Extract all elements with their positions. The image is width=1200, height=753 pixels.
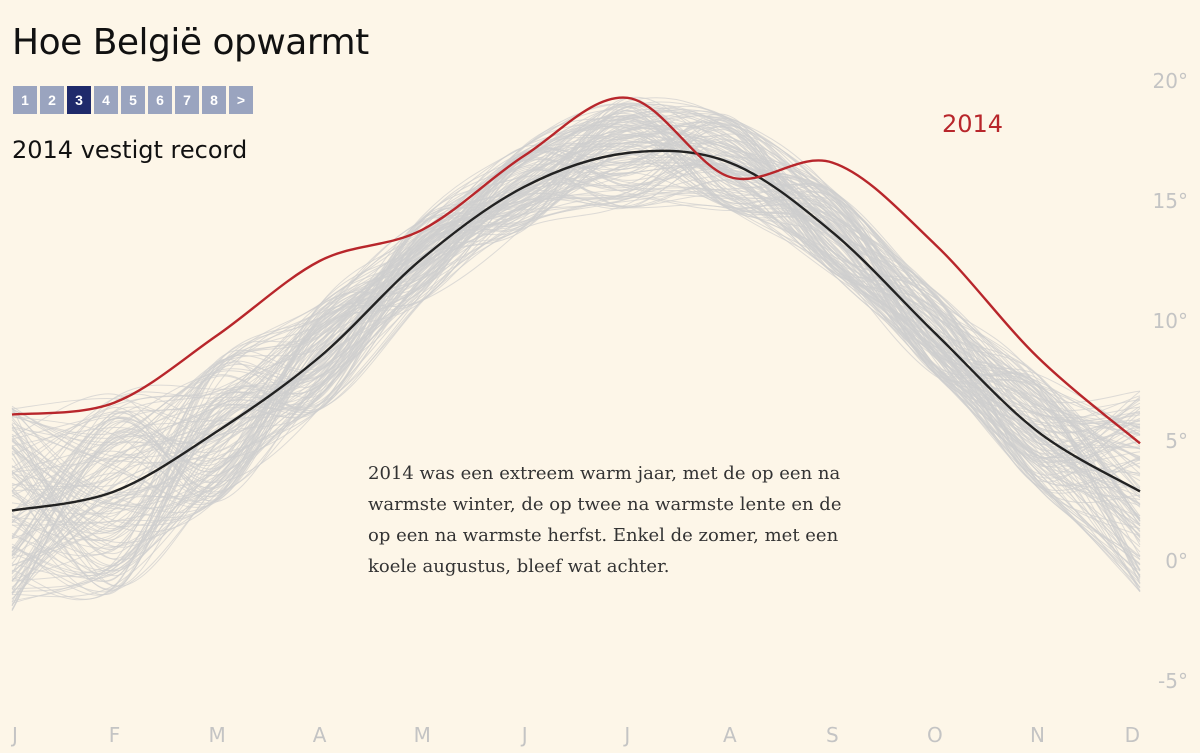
history-year-line — [11, 125, 1141, 533]
history-year-line — [11, 123, 1141, 593]
pager-button-1[interactable]: 1 — [13, 86, 37, 114]
y-tick-label: 20° — [1153, 69, 1188, 93]
step-subtitle: 2014 vestigt record — [12, 136, 248, 164]
y-tick-label: 15° — [1153, 189, 1188, 213]
history-year-line — [11, 157, 1141, 553]
history-year-line — [11, 142, 1141, 578]
y-tick-label: -5° — [1158, 669, 1188, 693]
y-tick-label: 5° — [1165, 429, 1188, 453]
history-year-line — [11, 115, 1141, 606]
history-year-line — [11, 102, 1141, 580]
x-tick-label: O — [927, 723, 943, 747]
history-year-line — [11, 103, 1141, 549]
x-tick-label: J — [520, 723, 528, 747]
x-tick-label: F — [109, 723, 121, 747]
x-tick-label: M — [414, 723, 431, 747]
pager-button-4[interactable]: 4 — [94, 86, 118, 114]
average-line — [11, 149, 1141, 512]
history-year-line — [11, 135, 1141, 540]
history-year-line — [11, 135, 1141, 548]
x-tick-label: M — [208, 723, 225, 747]
history-year-line — [11, 109, 1141, 582]
x-tick-label: J — [10, 723, 18, 747]
history-year-line — [11, 96, 1141, 506]
history-lines — [11, 96, 1141, 612]
x-tick-label: J — [622, 723, 630, 747]
pager-button-3[interactable]: 3 — [67, 86, 91, 114]
y-tick-label: 10° — [1153, 309, 1188, 333]
history-year-line — [11, 130, 1141, 468]
y-axis: -5° 0° 5° 10° 15° 20° — [1153, 69, 1188, 693]
history-year-line — [11, 105, 1141, 582]
history-year-line — [11, 102, 1141, 582]
pager-button-2[interactable]: 2 — [40, 86, 64, 114]
history-year-line — [11, 124, 1141, 524]
history-year-line — [11, 97, 1141, 536]
history-year-line — [11, 198, 1141, 538]
history-year-line — [11, 106, 1141, 533]
x-tick-label: N — [1030, 723, 1045, 747]
x-tick-label: A — [313, 723, 327, 747]
series-label-2014: 2014 — [942, 110, 1004, 138]
history-year-line — [11, 191, 1141, 593]
annotation-text: 2014 was een extreem warm jaar, met de o… — [368, 463, 842, 577]
y-tick-label: 0° — [1165, 549, 1188, 573]
x-tick-label: D — [1125, 723, 1140, 747]
x-tick-label: A — [723, 723, 737, 747]
pager-button-8[interactable]: 8 — [202, 86, 226, 114]
history-year-line — [11, 164, 1141, 509]
line-2014 — [11, 96, 1141, 445]
history-year-line — [11, 110, 1141, 589]
page-title: Hoe België opwarmt — [12, 22, 369, 63]
x-tick-label: S — [826, 723, 839, 747]
history-year-line — [11, 126, 1141, 507]
history-year-line — [11, 141, 1141, 522]
pager-next-button[interactable]: > — [229, 86, 253, 114]
pager: 1 2 3 4 5 6 7 8 > — [13, 86, 253, 114]
pager-button-6[interactable]: 6 — [148, 86, 172, 114]
pager-button-7[interactable]: 7 — [175, 86, 199, 114]
pager-button-5[interactable]: 5 — [121, 86, 145, 114]
history-year-line — [11, 166, 1141, 576]
